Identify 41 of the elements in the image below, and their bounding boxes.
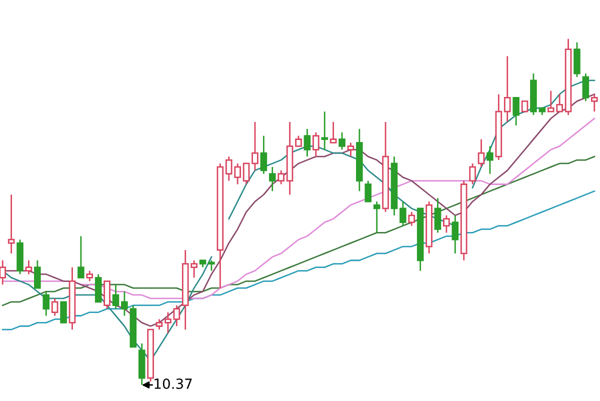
candlestick <box>408 211 416 226</box>
candlestick <box>269 166 276 192</box>
candlestick <box>469 162 476 185</box>
candlestick <box>278 170 284 185</box>
candlestick <box>164 312 172 334</box>
candlestick <box>504 56 511 123</box>
candlestick <box>338 132 346 150</box>
candlestick <box>0 260 6 286</box>
candlestick <box>443 214 450 234</box>
candlestick <box>590 94 598 112</box>
candlestick <box>51 298 58 316</box>
candlestick <box>252 121 258 172</box>
candlestick <box>34 260 41 289</box>
candlestick <box>452 214 459 254</box>
candlestick <box>156 318 163 330</box>
candlestick <box>486 145 494 175</box>
candlestick <box>330 121 337 144</box>
candlestick <box>434 197 442 234</box>
candlestick <box>512 97 520 126</box>
candlestick <box>521 100 528 112</box>
candlestick <box>112 284 120 310</box>
candlestick <box>208 260 215 272</box>
candlestick <box>582 72 590 102</box>
candlestick <box>8 194 15 254</box>
candlestick <box>60 301 67 324</box>
candlestick <box>304 128 311 158</box>
candlestick <box>364 180 372 202</box>
candlestick <box>25 260 32 275</box>
candlestick <box>78 235 84 278</box>
candlestick <box>478 138 485 168</box>
candlestick <box>295 135 302 147</box>
candlestick <box>373 200 380 234</box>
candlestick <box>42 290 50 316</box>
candlestick <box>400 200 406 226</box>
candlestick <box>242 162 250 185</box>
candlestick <box>347 142 354 158</box>
candlestick <box>260 135 268 175</box>
candlestick <box>173 304 180 327</box>
candlestick <box>86 270 94 282</box>
annotation: 10.37 <box>154 378 192 389</box>
candlestick <box>121 290 128 316</box>
